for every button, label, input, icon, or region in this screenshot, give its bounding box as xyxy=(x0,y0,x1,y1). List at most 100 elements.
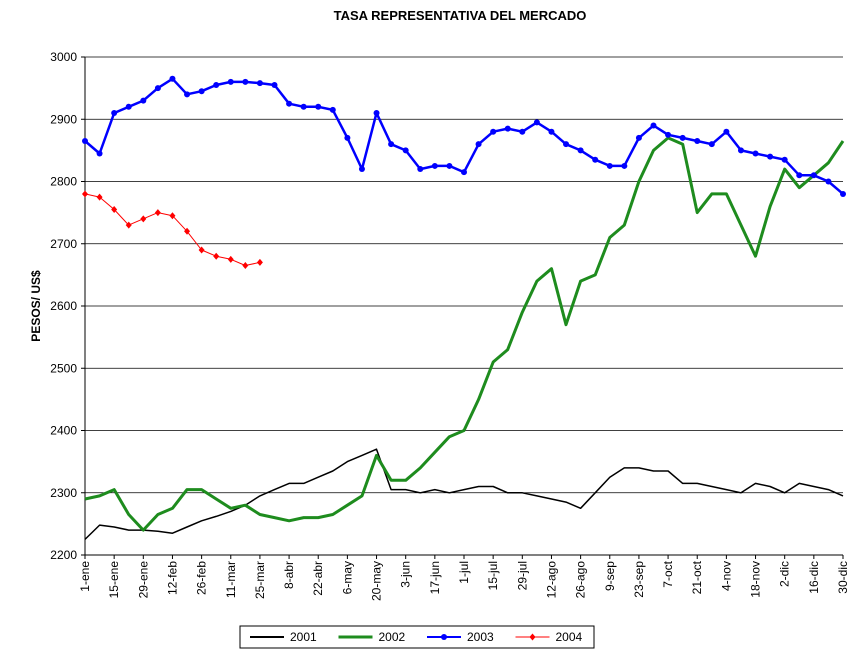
point xyxy=(300,103,307,110)
legend-label: 2002 xyxy=(379,630,406,644)
point xyxy=(665,131,672,138)
point xyxy=(737,147,744,154)
point xyxy=(227,78,234,85)
legend-label: 2003 xyxy=(467,630,494,644)
point xyxy=(708,141,715,148)
point xyxy=(373,110,380,117)
x-tick-label: 29-jul xyxy=(515,561,529,590)
point xyxy=(125,103,132,110)
point xyxy=(635,134,642,141)
x-tick-label: 1-ene xyxy=(78,561,92,592)
point xyxy=(796,172,803,179)
point xyxy=(82,138,88,145)
point xyxy=(358,166,365,173)
point xyxy=(781,156,788,163)
point xyxy=(125,221,132,229)
x-tick-label: 3-jun xyxy=(399,561,413,588)
x-tick-label: 12-feb xyxy=(165,561,179,595)
point xyxy=(184,91,191,98)
x-tick-label: 16-dic xyxy=(807,561,821,594)
x-tick-label: 30-dic xyxy=(836,561,850,594)
legend-label: 2004 xyxy=(556,630,583,644)
point xyxy=(329,106,336,113)
point xyxy=(533,119,540,126)
point xyxy=(111,206,118,214)
point xyxy=(140,215,147,223)
legend-marker xyxy=(529,633,536,641)
point xyxy=(242,78,249,85)
point xyxy=(213,252,220,260)
x-tick-label: 1-jul xyxy=(457,561,471,584)
point xyxy=(154,209,161,217)
point xyxy=(198,88,205,95)
point xyxy=(315,103,322,110)
x-tick-label: 22-abr xyxy=(311,561,325,596)
point xyxy=(461,169,467,176)
x-tick-label: 6-may xyxy=(340,561,354,594)
point xyxy=(621,162,628,169)
point xyxy=(840,190,846,197)
y-tick-label: 2200 xyxy=(50,548,77,562)
point xyxy=(577,147,584,154)
x-tick-label: 8-abr xyxy=(282,561,296,589)
point xyxy=(694,138,701,145)
point xyxy=(227,255,234,263)
y-tick-label: 3000 xyxy=(50,50,77,64)
point xyxy=(504,125,511,132)
point xyxy=(96,193,103,201)
x-tick-label: 7-oct xyxy=(661,560,675,587)
series-line xyxy=(84,136,845,532)
point xyxy=(154,85,161,92)
y-tick-label: 2700 xyxy=(50,237,77,251)
y-tick-label: 2400 xyxy=(50,424,77,438)
point xyxy=(140,97,147,104)
series-line xyxy=(84,77,844,195)
point xyxy=(446,162,453,169)
x-tick-label: 25-mar xyxy=(253,561,267,599)
point xyxy=(111,110,118,117)
legend-box xyxy=(239,625,595,649)
point xyxy=(810,172,817,179)
x-tick-label: 12-ago xyxy=(544,561,558,599)
point xyxy=(563,141,570,148)
point xyxy=(723,128,730,135)
point xyxy=(490,128,497,135)
x-tick-label: 2-dic xyxy=(778,561,792,587)
x-tick-label: 18-nov xyxy=(749,561,763,598)
point xyxy=(606,162,613,169)
point xyxy=(767,153,774,160)
x-tick-label: 29-ene xyxy=(136,561,150,599)
x-tick-label: 26-ago xyxy=(574,561,588,599)
point xyxy=(679,134,686,141)
y-tick-label: 2500 xyxy=(50,361,77,375)
point xyxy=(184,227,191,235)
point xyxy=(650,122,657,129)
point xyxy=(402,147,409,154)
y-tick-label: 2900 xyxy=(50,112,77,126)
series-line xyxy=(84,193,261,266)
point xyxy=(388,141,395,148)
point xyxy=(752,150,759,157)
point xyxy=(271,82,278,89)
y-tick-label: 2800 xyxy=(50,175,77,189)
point xyxy=(475,141,482,148)
y-tick-label: 2600 xyxy=(50,299,77,313)
x-tick-label: 26-feb xyxy=(195,561,209,595)
x-tick-label: 15-ene xyxy=(107,561,121,599)
x-tick-label: 9-sep xyxy=(603,561,617,591)
point xyxy=(96,150,103,157)
point xyxy=(344,134,351,141)
point xyxy=(242,262,249,270)
x-tick-label: 20-may xyxy=(370,561,384,601)
point xyxy=(592,156,599,163)
point xyxy=(417,166,424,173)
point xyxy=(82,190,88,198)
point xyxy=(256,80,263,87)
point xyxy=(213,82,220,89)
x-tick-label: 11-mar xyxy=(224,561,238,598)
point xyxy=(286,100,293,107)
legend-marker xyxy=(441,634,447,640)
point xyxy=(198,246,205,254)
y-tick-label: 2300 xyxy=(50,486,77,500)
